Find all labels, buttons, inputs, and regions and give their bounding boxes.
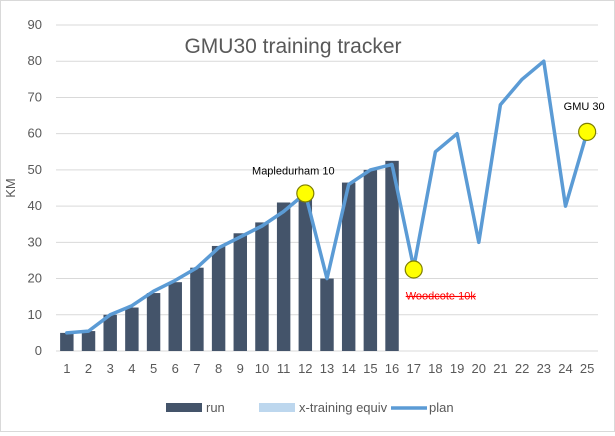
run-bar: [168, 282, 182, 351]
y-tick-label: 0: [35, 343, 42, 358]
run-bar: [341, 182, 356, 351]
x-tick-label: 8: [215, 361, 222, 376]
y-tick-label: 50: [28, 162, 42, 177]
run-bar: [81, 331, 96, 351]
x-tick-label: 3: [107, 361, 114, 376]
x-tick-label: 14: [341, 361, 355, 376]
run-bar: [276, 202, 291, 351]
x-tick-labels: 1 2 3 4 5 6 7 8 9 10 11 12 13 14 15 16 17 18 19 20 21 22 23 24 2…: [63, 361, 594, 376]
x-tick-label: 1: [63, 361, 70, 376]
run-bar: [255, 222, 269, 351]
plan-line-layer: [65, 59, 589, 335]
plan-line: [65, 59, 589, 335]
y-tick-label: 70: [28, 89, 42, 104]
x-tick-label: 15: [363, 361, 377, 376]
y-tick-label: 20: [28, 271, 42, 286]
y-tick-label: 90: [28, 17, 42, 32]
x-tick-label: 4: [128, 361, 135, 376]
run-bar: [146, 293, 161, 351]
chart-title: GMU30 training tracker: [184, 35, 401, 58]
y-tick-label: 80: [28, 53, 42, 68]
x-tick-label: 9: [237, 361, 244, 376]
x-tick-label: 13: [320, 361, 334, 376]
run-bar: [233, 233, 248, 351]
x-tick-label: 17: [406, 361, 420, 376]
x-tick-label: 20: [472, 361, 486, 376]
run-bar: [320, 278, 334, 351]
y-tick-labels: 0 10 20 30 40 50 60 70 80 90: [28, 17, 42, 358]
run-bar: [298, 198, 313, 351]
x-tick-label: 6: [172, 361, 179, 376]
run-bar: [211, 245, 226, 351]
legend-label: x-training equiv: [299, 400, 388, 415]
event-marker-label: Mapledurham 10: [252, 165, 335, 177]
x-tick-label: 18: [428, 361, 442, 376]
y-axis-label: KM: [3, 178, 18, 198]
run-bar: [125, 307, 139, 351]
event-marker: [578, 122, 597, 141]
event-marker: [296, 184, 315, 203]
event-marker-label: GMU 30: [564, 101, 605, 113]
x-tick-label: 21: [493, 361, 507, 376]
x-tick-label: 24: [558, 361, 572, 376]
x-tick-label: 22: [515, 361, 529, 376]
legend: run x-training equiv plan: [166, 400, 454, 415]
legend-swatch: [166, 403, 202, 412]
y-tick-label: 30: [28, 234, 42, 249]
event-marker: [404, 260, 423, 279]
x-tick-label: 10: [255, 361, 269, 376]
x-tick-label: 7: [193, 361, 200, 376]
x-tick-label: 19: [450, 361, 464, 376]
run-bar: [385, 160, 399, 351]
x-tick-label: 11: [277, 361, 291, 376]
gridlines: [56, 24, 598, 352]
y-tick-label: 40: [28, 198, 42, 213]
run-bar: [190, 267, 204, 351]
event-marker-label: Woodcote 10k: [406, 291, 477, 303]
x-tick-label: 12: [298, 361, 312, 376]
legend-swatch: [259, 403, 295, 412]
x-tick-label: 16: [385, 361, 399, 376]
legend-label: run: [206, 400, 225, 415]
x-tick-label: 2: [85, 361, 92, 376]
y-tick-label: 60: [28, 126, 42, 141]
x-tick-label: 5: [150, 361, 157, 376]
x-tick-label: 25: [580, 361, 594, 376]
legend-label: plan: [429, 400, 454, 415]
run-bar: [363, 169, 378, 351]
x-tick-label: 23: [537, 361, 551, 376]
y-tick-label: 10: [28, 307, 42, 322]
run-bar: [60, 332, 74, 351]
run-bar: [103, 314, 117, 351]
event-markers: Mapledurham 10 Woodcote 10k GMU 30: [252, 101, 605, 303]
run-bars: [60, 160, 399, 351]
